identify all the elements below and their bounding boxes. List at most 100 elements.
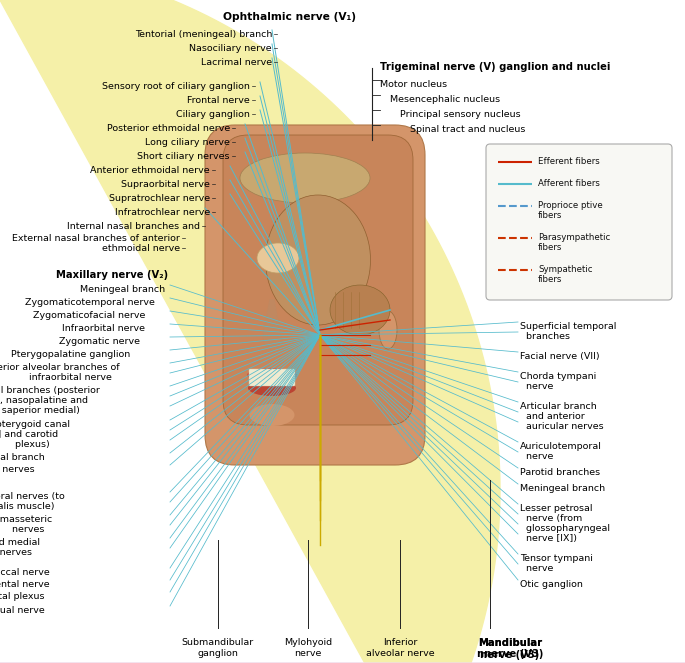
- Text: Principal sensory nucleus: Principal sensory nucleus: [400, 110, 521, 119]
- Ellipse shape: [249, 404, 295, 426]
- Text: pterygoid nerves: pterygoid nerves: [0, 548, 32, 557]
- Text: auricular nerves: auricular nerves: [520, 422, 603, 431]
- Text: Anterior ethmoidal nerve: Anterior ethmoidal nerve: [90, 166, 210, 175]
- Text: plexus): plexus): [10, 440, 50, 449]
- Text: Motor nucleus: Motor nucleus: [380, 80, 447, 89]
- Text: Supraorbital nerve: Supraorbital nerve: [121, 180, 210, 189]
- Text: Parotid branches: Parotid branches: [520, 468, 600, 477]
- Text: Tentorial (meningeal) branch: Tentorial (meningeal) branch: [135, 30, 272, 39]
- Text: Ophthalmic nerve (V₁): Ophthalmic nerve (V₁): [223, 12, 356, 22]
- Text: Superior alveolar branches of: Superior alveolar branches of: [0, 363, 120, 372]
- Text: Deep temporal nerves (to: Deep temporal nerves (to: [0, 492, 65, 501]
- Text: Internal nasal branches and: Internal nasal branches and: [67, 222, 200, 231]
- Text: Trigeminal nerve (V) ganglion and nuclei: Trigeminal nerve (V) ganglion and nuclei: [380, 62, 610, 72]
- Text: nerve: nerve: [520, 382, 553, 391]
- Text: nerve: nerve: [520, 564, 553, 573]
- Text: temporalis muscle): temporalis muscle): [0, 502, 55, 511]
- Ellipse shape: [247, 368, 297, 382]
- Text: Long ciliary nerve: Long ciliary nerve: [145, 138, 230, 147]
- Ellipse shape: [257, 243, 299, 273]
- Text: posterior saperior medial): posterior saperior medial): [0, 406, 80, 415]
- Text: Pharyngeal branch: Pharyngeal branch: [0, 453, 45, 462]
- Text: nerve [IX]): nerve [IX]): [520, 534, 577, 543]
- Text: Greater and lesser palatine nerves: Greater and lesser palatine nerves: [0, 465, 35, 474]
- Text: nerve (V3): nerve (V3): [480, 650, 540, 660]
- Text: Mandibular: Mandibular: [478, 638, 542, 648]
- Text: Lacrimal nerve: Lacrimal nerve: [201, 58, 272, 67]
- FancyBboxPatch shape: [486, 144, 672, 300]
- Polygon shape: [263, 300, 282, 350]
- Text: Tensor tympani: Tensor tympani: [520, 554, 593, 563]
- Text: ethmoidal nerve: ethmoidal nerve: [96, 244, 180, 253]
- Text: Lesser petrosal: Lesser petrosal: [520, 504, 593, 513]
- Text: fibers: fibers: [538, 276, 562, 284]
- FancyBboxPatch shape: [205, 125, 425, 465]
- Text: superior lateral, nasopalatine and: superior lateral, nasopalatine and: [0, 396, 88, 405]
- Text: Nasociliary nerve: Nasociliary nerve: [189, 44, 272, 53]
- Text: Supratrochlear nerve: Supratrochlear nerve: [109, 194, 210, 203]
- FancyBboxPatch shape: [249, 369, 295, 386]
- Text: Submandibular: Submandibular: [182, 638, 254, 647]
- Text: Meningeal branch: Meningeal branch: [520, 484, 605, 493]
- Text: Chorda tympani: Chorda tympani: [520, 372, 596, 381]
- FancyBboxPatch shape: [223, 135, 413, 425]
- Text: infraorbital nerve: infraorbital nerve: [23, 373, 112, 382]
- Text: Frontal nerve: Frontal nerve: [187, 96, 250, 105]
- Text: Spinal tract and nucleus: Spinal tract and nucleus: [410, 125, 525, 134]
- Text: Zygomaticofacial nerve: Zygomaticofacial nerve: [33, 311, 145, 320]
- Text: Auriculotemporal: Auriculotemporal: [520, 442, 602, 451]
- Text: Inferior dental plexus: Inferior dental plexus: [0, 592, 45, 601]
- Text: Superficial temporal: Superficial temporal: [520, 322, 616, 331]
- Text: Maxillary nerve (V₂): Maxillary nerve (V₂): [56, 270, 168, 280]
- Text: fibers: fibers: [538, 211, 562, 221]
- Text: Tensor veli palatini and medial: Tensor veli palatini and medial: [0, 538, 40, 547]
- Text: Mandibular: Mandibular: [478, 638, 542, 648]
- Text: nerve: nerve: [295, 649, 322, 658]
- Text: Pterygopalatine ganglion: Pterygopalatine ganglion: [11, 350, 130, 359]
- Text: Mylohyoid: Mylohyoid: [284, 638, 332, 647]
- Text: (from facial nerve [VIII] and carotid: (from facial nerve [VIII] and carotid: [0, 430, 58, 439]
- Text: Nerve (vidian) of pterygoid canal: Nerve (vidian) of pterygoid canal: [0, 420, 70, 429]
- Text: Infratrochlear nerve: Infratrochlear nerve: [115, 208, 210, 217]
- Ellipse shape: [266, 195, 371, 325]
- Text: glossopharyngeal: glossopharyngeal: [520, 524, 610, 533]
- Text: and anterior: and anterior: [520, 412, 585, 421]
- Text: branches: branches: [520, 332, 570, 341]
- Text: Posterior ethmoidal nerve: Posterior ethmoidal nerve: [107, 124, 230, 133]
- Ellipse shape: [379, 311, 397, 349]
- Text: Zygomatic nerve: Zygomatic nerve: [59, 337, 140, 346]
- Text: Lateral pterygoid and masseteric: Lateral pterygoid and masseteric: [0, 515, 52, 524]
- Text: Meningeal branch: Meningeal branch: [80, 285, 165, 294]
- Text: Ciliary ganglion: Ciliary ganglion: [176, 110, 250, 119]
- Text: ganglion: ganglion: [197, 649, 238, 658]
- Text: nnerve (V3): nnerve (V3): [477, 649, 543, 659]
- Text: Afferent fibers: Afferent fibers: [538, 180, 600, 188]
- Text: Sensory root of ciliary ganglion: Sensory root of ciliary ganglion: [102, 82, 250, 91]
- Polygon shape: [0, 0, 500, 663]
- Text: Mental nerve: Mental nerve: [0, 580, 50, 589]
- Ellipse shape: [330, 285, 390, 335]
- Text: fibers: fibers: [538, 243, 562, 253]
- Text: Mesencephalic nucleus: Mesencephalic nucleus: [390, 95, 500, 104]
- Text: nerves: nerves: [5, 525, 44, 534]
- Text: Sympathetic: Sympathetic: [538, 265, 593, 274]
- Text: Facial nerve (VII): Facial nerve (VII): [520, 352, 599, 361]
- Text: Parasympathetic: Parasympathetic: [538, 233, 610, 243]
- Text: Short ciliary nerves: Short ciliary nerves: [138, 152, 230, 161]
- Text: alveolar nerve: alveolar nerve: [366, 649, 434, 658]
- Text: Otic ganglion: Otic ganglion: [520, 580, 583, 589]
- Text: Buccal nerve: Buccal nerve: [0, 568, 50, 577]
- Text: Infraorbital nerve: Infraorbital nerve: [62, 324, 145, 333]
- Text: nerve: nerve: [520, 452, 553, 461]
- Text: External nasal branches of anterior: External nasal branches of anterior: [12, 234, 180, 243]
- Ellipse shape: [240, 153, 370, 203]
- Ellipse shape: [248, 380, 296, 396]
- Text: Inferior: Inferior: [383, 638, 417, 647]
- Text: Proprioce ptive: Proprioce ptive: [538, 202, 603, 210]
- Text: Nasal branches (posterior: Nasal branches (posterior: [0, 386, 100, 395]
- Text: nerve (from: nerve (from: [520, 514, 582, 523]
- Text: Efferent fibers: Efferent fibers: [538, 158, 600, 166]
- Text: Zygomaticotemporal nerve: Zygomaticotemporal nerve: [25, 298, 155, 307]
- Text: Articular branch: Articular branch: [520, 402, 597, 411]
- Text: Lingual nerve: Lingual nerve: [0, 606, 45, 615]
